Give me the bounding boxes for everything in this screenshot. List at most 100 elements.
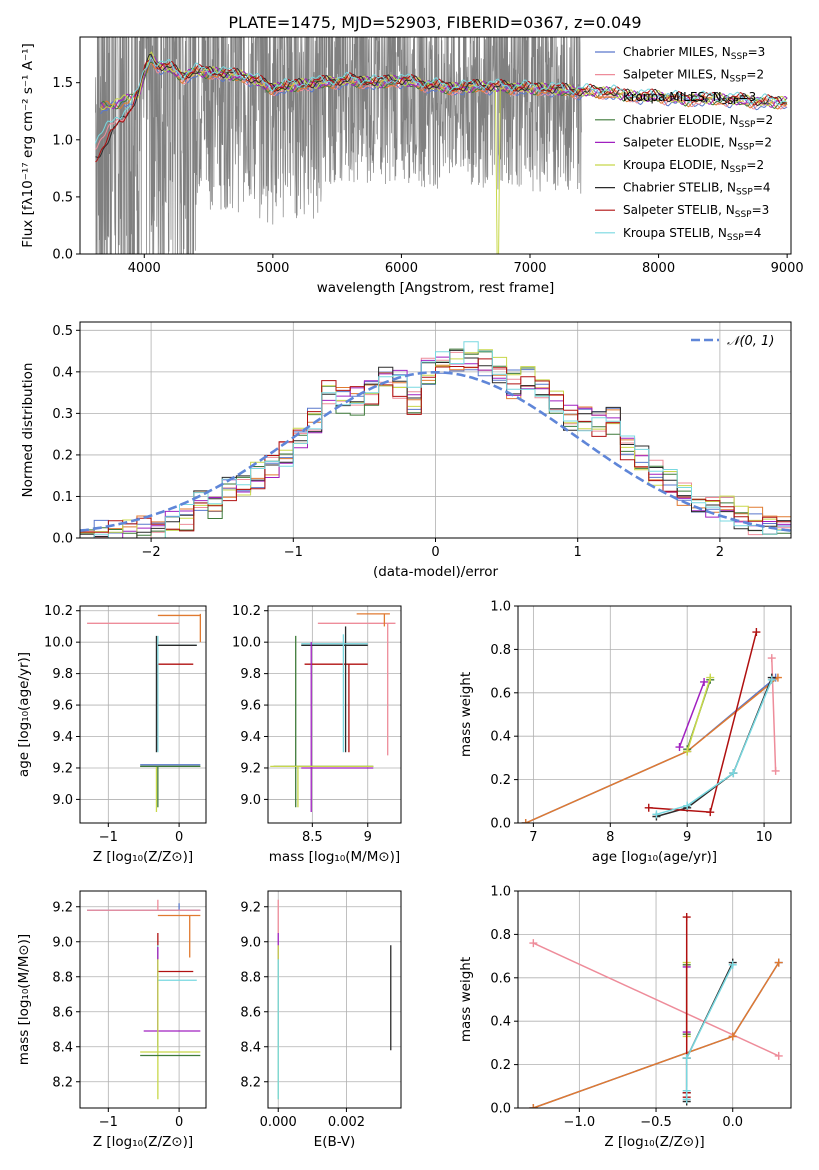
y-tick-label: 0.0 xyxy=(52,532,73,547)
model-spectrum-line xyxy=(100,51,788,254)
plot-area xyxy=(87,899,201,1100)
y-tick-label: 8.4 xyxy=(52,1040,73,1055)
mass-weight-marker xyxy=(682,1095,691,1104)
mass-weight-marker xyxy=(529,1104,538,1108)
x-tick-label: −1 xyxy=(99,1115,118,1130)
legend-nssp-subscript: SSP xyxy=(731,52,748,62)
y-tick-label: 9.0 xyxy=(52,793,73,808)
y-tick-label: 0.5 xyxy=(52,324,73,339)
legend-model-name: Salpeter MILES, N xyxy=(623,68,730,82)
plot-area xyxy=(521,628,782,823)
y-tick-label: 0.1 xyxy=(52,490,73,505)
mass-weight-line xyxy=(525,677,777,823)
x-tick-label: 9000 xyxy=(771,261,804,276)
axes-frame xyxy=(517,605,792,824)
mass-weight-marker xyxy=(729,769,738,778)
mass-weight-marker xyxy=(521,819,530,823)
age-vs-mass-panel: 8.5 9 9.0 9.2 9.4 9.6 9.8 10.0 10.2 mass [log₁₀(M… xyxy=(232,604,402,865)
legend-entry: Chabrier ELODIE, NSSP=2 xyxy=(623,113,773,130)
legend-model-name: Salpeter STELIB, N xyxy=(623,203,735,217)
y-tick-label: 8.8 xyxy=(52,970,73,985)
mass-weight-marker xyxy=(706,673,715,682)
x-tick-label: 7000 xyxy=(513,261,546,276)
mass-weight-marker xyxy=(752,628,761,637)
x-tick-label: 6000 xyxy=(385,261,418,276)
residual-histogram-step xyxy=(80,341,791,538)
y-tick-label: 0.2 xyxy=(52,448,73,463)
y-tick-label: 0.5 xyxy=(52,190,73,205)
legend-nssp-value: =3 xyxy=(752,203,770,217)
x-tick-label: 0 xyxy=(175,1115,183,1130)
x-tick-label: −0.5 xyxy=(640,1115,672,1130)
x-tick-label: 2 xyxy=(716,545,724,560)
plot-area xyxy=(87,613,201,812)
figure-title: PLATE=1475, MJD=52903, FIBERID=0367, z=0… xyxy=(228,13,641,32)
model-spectrum-line xyxy=(94,56,787,144)
y-axis-label: Normed distribution xyxy=(20,363,36,498)
mass-weight-marker xyxy=(644,803,653,812)
axes-frame xyxy=(79,36,792,255)
x-axis-label: (data-model)/error xyxy=(373,564,499,580)
mass-weight-marker xyxy=(700,677,709,686)
model-spectrum-line xyxy=(95,53,787,159)
x-tick-label: −1 xyxy=(284,545,303,560)
axes-frame xyxy=(79,890,207,1109)
x-tick-label: 8.5 xyxy=(302,830,323,845)
axes-frame xyxy=(267,605,402,824)
y-tick-label: 0.4 xyxy=(52,365,73,380)
y-tick-label: 8.6 xyxy=(52,1005,73,1020)
x-tick-label: 8 xyxy=(606,830,614,845)
y-tick-label: 8.4 xyxy=(240,1040,261,1055)
mass-weight-line xyxy=(685,964,734,1100)
y-tick-label: 9.2 xyxy=(52,761,73,776)
y-tick-label: 10.2 xyxy=(232,604,261,619)
y-tick-label: 9.0 xyxy=(240,793,261,808)
y-tick-label: 9.4 xyxy=(52,730,73,745)
mass-weight-line xyxy=(656,679,773,816)
x-tick-label: −1 xyxy=(99,830,118,845)
mass-weight-marker xyxy=(771,766,780,775)
legend-nssp-value: =2 xyxy=(754,135,772,149)
legend-entry: 𝒩(0, 1) xyxy=(727,334,774,349)
legend-nssp-subscript: SSP xyxy=(737,142,754,152)
age-vs-metallicity-panel: −1 0 9.0 9.2 9.4 9.6 9.8 10.0 10.2 Z [log₁₀(Z/Z⊙)… xyxy=(16,604,207,865)
y-tick-label: 8.6 xyxy=(240,1005,261,1020)
legend-model-name: Kroupa MILES, N xyxy=(623,90,722,104)
y-tick-label: 1.0 xyxy=(490,885,511,900)
y-tick-label: 0.0 xyxy=(490,817,511,832)
y-tick-label: 0.8 xyxy=(490,928,511,943)
weight-vs-age-panel: 7 8 9 10 0.0 0.2 0.4 0.6 0.8 1.0 age [log₁₀(age/yr… xyxy=(458,600,792,865)
x-tick-label: 4000 xyxy=(128,261,161,276)
mass-weight-marker xyxy=(774,958,783,967)
plot-area xyxy=(94,37,788,254)
y-tick-label: 0.4 xyxy=(490,730,511,745)
mass-weight-marker xyxy=(682,1054,691,1063)
plot-area xyxy=(529,913,783,1108)
mass-weight-line xyxy=(532,942,780,1057)
mass-weight-marker xyxy=(529,939,538,948)
legend-nssp-value: =4 xyxy=(753,181,771,195)
x-tick-label: 0.002 xyxy=(328,1115,365,1130)
mass-weight-line xyxy=(686,677,712,752)
weight-vs-metallicity-panel: −1.0 −0.5 0.0 0.0 0.2 0.4 0.6 0.8 1.0 Z [log₁₀(Z/… xyxy=(458,885,792,1150)
y-tick-label: 9.0 xyxy=(240,935,261,950)
legend-nssp-subscript: SSP xyxy=(730,165,747,175)
y-tick-label: 1.5 xyxy=(52,76,73,91)
x-tick-label: 5000 xyxy=(256,261,289,276)
x-tick-label: −2 xyxy=(142,545,161,560)
legend-entry: Salpeter MILES, NSSP=2 xyxy=(623,68,764,85)
legend-model-name: Chabrier STELIB, N xyxy=(623,181,736,195)
legend-nssp-subscript: SSP xyxy=(722,97,739,107)
y-tick-label: 9.8 xyxy=(52,667,73,682)
legend-entry: Kroupa MILES, NSSP=3 xyxy=(623,90,756,107)
normal-reference-curve xyxy=(80,371,791,532)
legend-entry: Salpeter STELIB, NSSP=3 xyxy=(623,203,769,220)
y-tick-label: 9.6 xyxy=(240,699,261,714)
x-axis-label: E(B-V) xyxy=(314,1134,356,1150)
legend-model-name: Kroupa STELIB, N xyxy=(623,226,727,240)
y-tick-label: 9.2 xyxy=(52,900,73,915)
y-tick-label: 0.0 xyxy=(490,1102,511,1117)
x-tick-label: 0.000 xyxy=(260,1115,297,1130)
mass-weight-line xyxy=(525,677,779,823)
mass-weight-marker xyxy=(767,654,776,663)
